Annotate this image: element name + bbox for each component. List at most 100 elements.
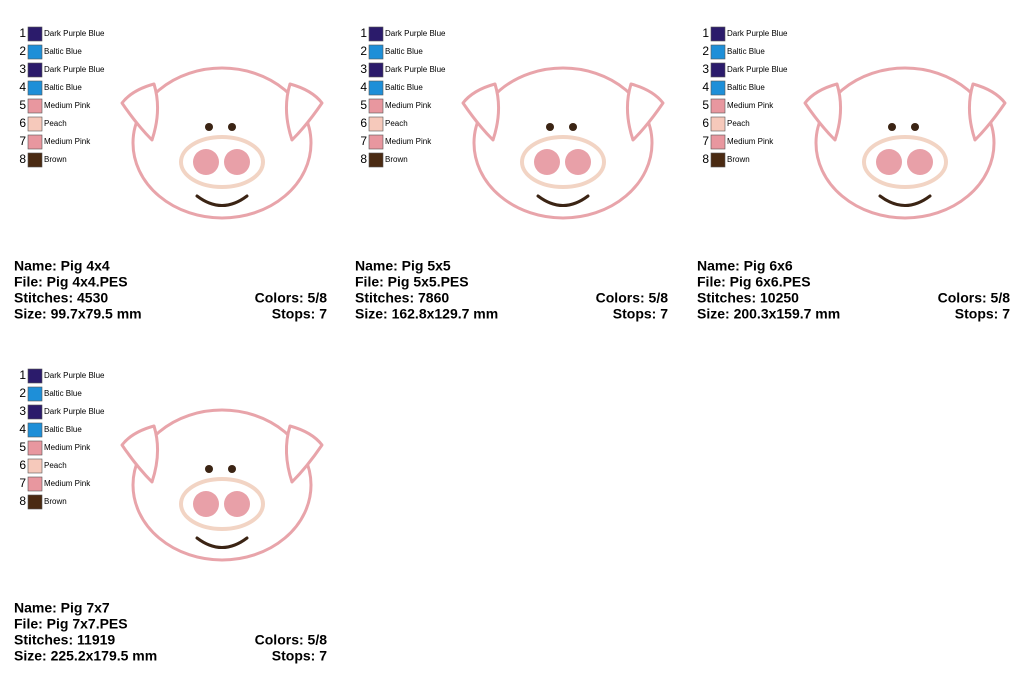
- pig-eye: [911, 123, 919, 131]
- design-stops: Stops: 7: [272, 648, 327, 664]
- thread-name: Dark Purple Blue: [385, 65, 446, 74]
- pig-ear: [120, 424, 159, 484]
- thread-swatch: [27, 44, 43, 60]
- thread-number: 1: [19, 26, 26, 40]
- pig-nostril: [224, 149, 250, 175]
- thread-number: 8: [19, 152, 26, 166]
- thread-number: 2: [19, 386, 26, 400]
- design-stops: Stops: 7: [955, 306, 1010, 322]
- thread-name: Baltic Blue: [44, 389, 82, 398]
- thread-name: Baltic Blue: [385, 47, 423, 56]
- thread-number: 7: [360, 134, 367, 148]
- thread-number: 7: [19, 476, 26, 490]
- thread-swatch: [27, 440, 43, 456]
- pig-ear: [461, 82, 500, 142]
- thread-name: Baltic Blue: [44, 425, 82, 434]
- thread-name: Dark Purple Blue: [727, 65, 788, 74]
- pig-eye: [205, 465, 213, 473]
- thread-name: Dark Purple Blue: [727, 29, 788, 38]
- pig-ear: [626, 82, 665, 142]
- design-colors: Colors: 5/8: [596, 290, 669, 306]
- pig-nostril: [565, 149, 591, 175]
- design-stitches: Stitches: 11919: [14, 632, 115, 648]
- thread-swatch: [27, 62, 43, 78]
- thread-swatch: [27, 26, 43, 42]
- pig-snout: [179, 135, 265, 189]
- thread-number: 4: [19, 80, 26, 94]
- pig-nostril: [193, 149, 219, 175]
- thread-swatch: [27, 80, 43, 96]
- thread-name: Brown: [44, 497, 67, 506]
- thread-name: Dark Purple Blue: [44, 371, 105, 380]
- thread-name: Medium Pink: [44, 443, 91, 452]
- design-card: 1 Dark Purple Blue 2 Baltic Blue 3 Dark Purpl…: [14, 368, 327, 664]
- thread-swatch: [27, 152, 43, 168]
- thread-swatch: [27, 98, 43, 114]
- thread-name: Baltic Blue: [727, 83, 765, 92]
- thread-number: 8: [360, 152, 367, 166]
- thread-number: 8: [19, 494, 26, 508]
- thread-number: 6: [19, 458, 26, 472]
- thread-number: 4: [19, 422, 26, 436]
- thread-name: Baltic Blue: [727, 47, 765, 56]
- pig-design: [120, 66, 324, 220]
- design-colors: Colors: 5/8: [938, 290, 1011, 306]
- design-colors: Colors: 5/8: [255, 632, 328, 648]
- thread-name: Brown: [385, 155, 408, 164]
- pig-snout: [179, 477, 265, 531]
- design-stitches: Stitches: 10250: [697, 290, 799, 306]
- thread-swatch: [368, 116, 384, 132]
- thread-number: 1: [702, 26, 709, 40]
- thread-swatch: [27, 368, 43, 384]
- pig-ear: [803, 82, 842, 142]
- pig-eye: [546, 123, 554, 131]
- pig-nostril: [224, 491, 250, 517]
- thread-name: Medium Pink: [727, 101, 774, 110]
- thread-number: 2: [360, 44, 367, 58]
- design-size: Size: 225.2x179.5 mm: [14, 648, 157, 664]
- thread-number: 6: [360, 116, 367, 130]
- design-colors: Colors: 5/8: [255, 290, 328, 306]
- pig-nostril: [193, 491, 219, 517]
- design-name: Name: Pig 6x6: [697, 258, 793, 274]
- thread-name: Brown: [44, 155, 67, 164]
- thread-swatch: [368, 62, 384, 78]
- design-name: Name: Pig 5x5: [355, 258, 451, 274]
- thread-name: Dark Purple Blue: [44, 29, 105, 38]
- design-name: Name: Pig 4x4: [14, 258, 110, 274]
- design-size: Size: 200.3x159.7 mm: [697, 306, 840, 322]
- thread-name: Medium Pink: [385, 101, 432, 110]
- thread-name: Medium Pink: [385, 137, 432, 146]
- thread-name: Peach: [385, 119, 408, 128]
- thread-swatch: [27, 422, 43, 438]
- thread-swatch: [710, 44, 726, 60]
- design-stitches: Stitches: 4530: [14, 290, 108, 306]
- design-file: File: Pig 6x6.PES: [697, 274, 811, 290]
- thread-name: Peach: [727, 119, 750, 128]
- pig-nostril: [907, 149, 933, 175]
- thread-number: 3: [702, 62, 709, 76]
- pig-ear: [120, 82, 159, 142]
- thread-number: 5: [702, 98, 709, 112]
- design-name: Name: Pig 7x7: [14, 600, 110, 616]
- thread-name: Baltic Blue: [44, 47, 82, 56]
- design-file: File: Pig 7x7.PES: [14, 616, 128, 632]
- thread-name: Baltic Blue: [385, 83, 423, 92]
- pig-smile: [878, 194, 932, 207]
- design-stops: Stops: 7: [272, 306, 327, 322]
- thread-name: Dark Purple Blue: [44, 65, 105, 74]
- thread-name: Medium Pink: [44, 479, 91, 488]
- thread-swatch: [368, 80, 384, 96]
- thread-number: 3: [19, 62, 26, 76]
- pig-snout: [862, 135, 948, 189]
- thread-number: 5: [19, 98, 26, 112]
- pig-smile: [195, 194, 249, 207]
- pig-eye: [228, 465, 236, 473]
- thread-name: Medium Pink: [44, 101, 91, 110]
- design-stops: Stops: 7: [613, 306, 668, 322]
- pig-design: [461, 66, 665, 220]
- thread-number: 1: [19, 368, 26, 382]
- thread-number: 7: [19, 134, 26, 148]
- design-stitches: Stitches: 7860: [355, 290, 449, 306]
- thread-number: 8: [702, 152, 709, 166]
